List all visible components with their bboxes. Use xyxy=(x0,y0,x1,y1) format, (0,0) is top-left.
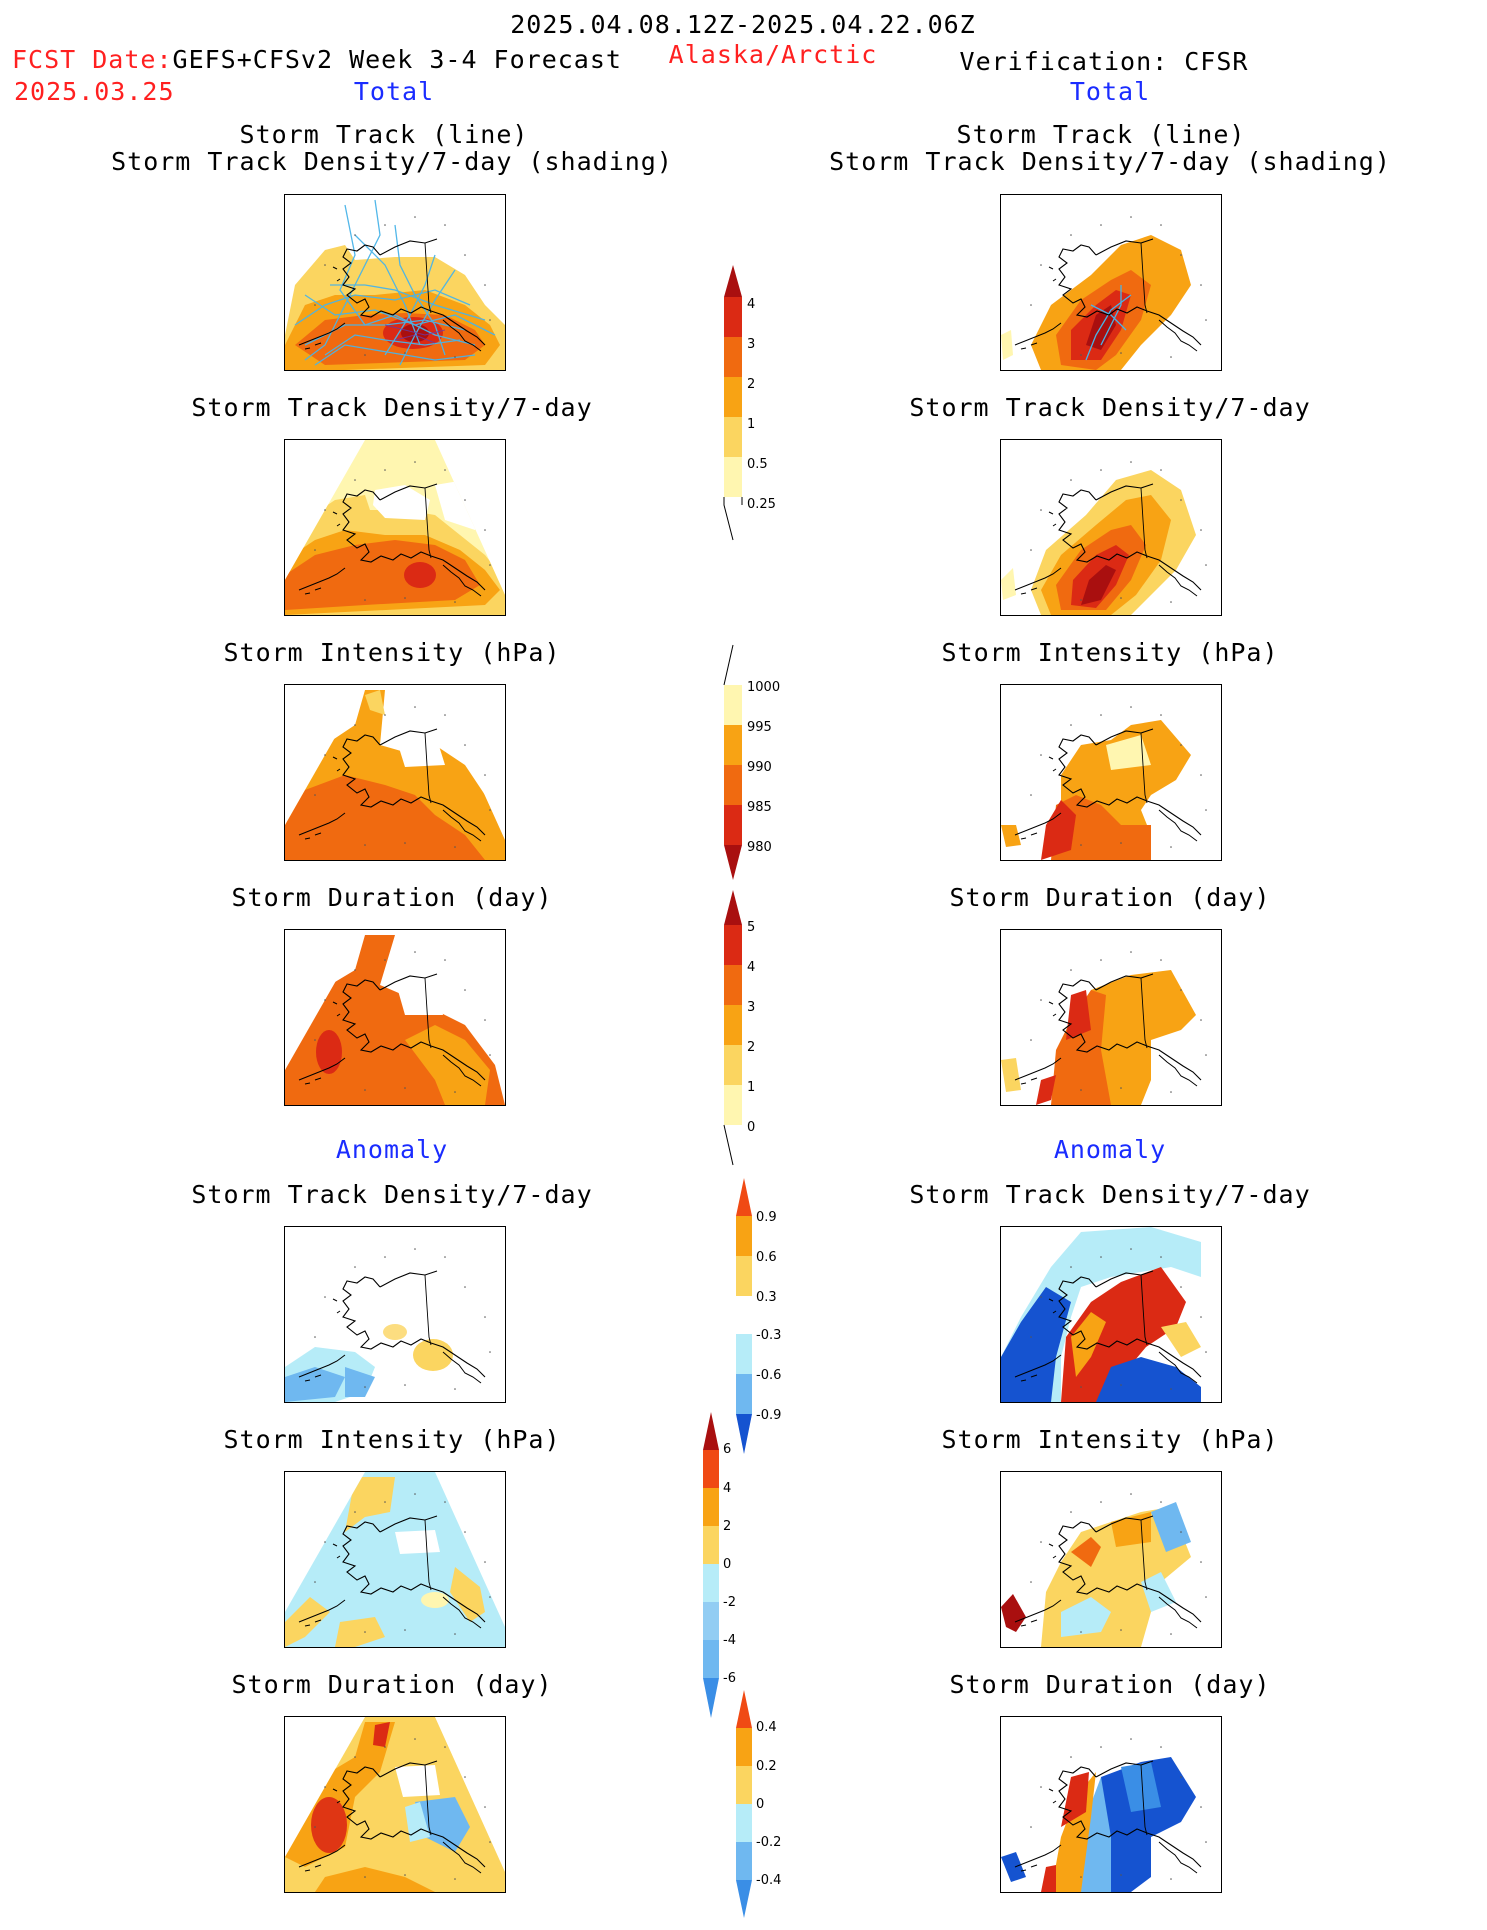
tick-anom-density-neg-0-6: -0.6 xyxy=(756,1368,782,1383)
colorbar-density-total: 4 3 2 1 0.5 0.25 xyxy=(722,265,782,545)
tick-intensity-990: 990 xyxy=(747,760,772,775)
tick-anom-density-0-9: 0.9 xyxy=(756,1210,777,1225)
tick-duration-3: 3 xyxy=(747,1000,756,1015)
fcst-date-label: FCST Date:GEFS+CFSv2 Week 3-4 Forecast xyxy=(12,45,622,74)
left-anomaly-label: Anomaly xyxy=(335,1135,449,1164)
date-range-title: 2025.04.08.12Z-2025.04.22.06Z xyxy=(510,10,976,39)
tick-anom-duration-neg-0-4: -0.4 xyxy=(756,1873,782,1888)
right-total-label: Total xyxy=(1069,77,1151,106)
left-track-shading-map xyxy=(284,194,506,371)
tick-intensity-985: 985 xyxy=(747,800,772,815)
colorbar-intensity-total: 1000 995 990 985 980 xyxy=(722,644,782,885)
right-track-shading-title: Storm Track Density/7-day (shading) xyxy=(829,147,1391,176)
tick-anom-intensity-neg-4: -4 xyxy=(723,1633,736,1648)
right-anom-duration-title: Storm Duration (day) xyxy=(949,1670,1271,1699)
right-anom-density-title: Storm Track Density/7-day xyxy=(909,1180,1311,1209)
right-density-title: Storm Track Density/7-day xyxy=(909,393,1311,422)
left-density-map xyxy=(284,439,506,616)
colorbar-intensity-anomaly: 6 4 2 0 -2 -4 -6 xyxy=(701,1412,761,1722)
right-anom-intensity-map xyxy=(1000,1471,1222,1648)
tick-anom-duration-neg-0-2: -0.2 xyxy=(756,1835,782,1850)
tick-anom-intensity-0: 0 xyxy=(723,1557,732,1572)
left-anom-duration-title: Storm Duration (day) xyxy=(231,1670,553,1699)
left-density-title: Storm Track Density/7-day xyxy=(191,393,593,422)
right-track-shading-map xyxy=(1000,194,1222,371)
left-anom-intensity-map xyxy=(284,1471,506,1648)
tick-anom-duration-0-2: 0.2 xyxy=(756,1759,777,1774)
tick-anom-density-0-6: 0.6 xyxy=(756,1250,777,1265)
tick-duration-5: 5 xyxy=(747,920,756,935)
right-track-line-title: Storm Track (line) xyxy=(956,120,1246,149)
tick-anom-density-neg-0-3: -0.3 xyxy=(756,1328,782,1343)
right-intensity-title: Storm Intensity (hPa) xyxy=(941,638,1279,667)
tick-intensity-1000: 1000 xyxy=(747,680,781,695)
tick-density-0-25: 0.25 xyxy=(747,497,776,512)
tick-duration-2: 2 xyxy=(747,1040,756,1055)
tick-duration-4: 4 xyxy=(747,960,756,975)
left-track-line-title: Storm Track (line) xyxy=(239,120,529,149)
colorbar-duration-anomaly: 0.4 0.2 0 -0.2 -0.4 xyxy=(734,1690,794,1930)
right-anom-intensity-title: Storm Intensity (hPa) xyxy=(941,1425,1279,1454)
tick-density-0-5: 0.5 xyxy=(747,457,768,472)
left-total-label: Total xyxy=(353,77,435,106)
right-anom-density-map xyxy=(1000,1226,1222,1403)
tick-density-4: 4 xyxy=(747,297,756,312)
left-intensity-title: Storm Intensity (hPa) xyxy=(223,638,561,667)
tick-anom-intensity-4: 4 xyxy=(723,1481,732,1496)
colorbar-density-anomaly: 0.9 0.6 0.3 -0.3 -0.6 -0.9 xyxy=(734,1178,794,1458)
left-duration-map xyxy=(284,929,506,1106)
right-anomaly-label: Anomaly xyxy=(1053,1135,1167,1164)
tick-density-1: 1 xyxy=(747,417,756,432)
right-duration-title: Storm Duration (day) xyxy=(949,883,1271,912)
fcst-date-value: 2025.03.25 xyxy=(14,77,175,106)
tick-density-2: 2 xyxy=(747,377,756,392)
verification-label: Verification: CFSR xyxy=(959,47,1249,76)
tick-intensity-995: 995 xyxy=(747,720,772,735)
left-anom-density-title: Storm Track Density/7-day xyxy=(191,1180,593,1209)
tick-anom-intensity-6: 6 xyxy=(723,1442,732,1457)
tick-duration-1: 1 xyxy=(747,1080,756,1095)
fcst-model: GEFS+CFSv2 Week 3-4 Forecast xyxy=(172,45,622,74)
tick-anom-intensity-neg-6: -6 xyxy=(723,1671,736,1686)
tick-duration-0: 0 xyxy=(747,1120,756,1135)
left-anom-density-map xyxy=(284,1226,506,1403)
right-density-map xyxy=(1000,439,1222,616)
region-label: Alaska/Arctic xyxy=(668,40,878,69)
left-duration-title: Storm Duration (day) xyxy=(231,883,553,912)
tick-anom-intensity-neg-2: -2 xyxy=(723,1595,736,1610)
fcst-prefix: FCST Date: xyxy=(12,45,173,74)
right-intensity-map xyxy=(1000,684,1222,861)
tick-density-3: 3 xyxy=(747,337,756,352)
right-anom-duration-map xyxy=(1000,1716,1222,1893)
tick-anom-duration-0-4: 0.4 xyxy=(756,1720,777,1735)
left-intensity-map xyxy=(284,684,506,861)
tick-anom-intensity-2: 2 xyxy=(723,1519,732,1534)
left-anom-intensity-title: Storm Intensity (hPa) xyxy=(223,1425,561,1454)
colorbar-duration-total: 5 4 3 2 1 0 xyxy=(722,890,782,1170)
tick-anom-duration-0: 0 xyxy=(756,1797,765,1812)
left-anom-duration-map xyxy=(284,1716,506,1893)
right-duration-map xyxy=(1000,929,1222,1106)
tick-intensity-980: 980 xyxy=(747,840,772,855)
left-track-shading-title: Storm Track Density/7-day (shading) xyxy=(111,147,673,176)
tick-anom-density-0-3: 0.3 xyxy=(756,1290,777,1305)
tick-anom-density-neg-0-9: -0.9 xyxy=(756,1408,782,1423)
